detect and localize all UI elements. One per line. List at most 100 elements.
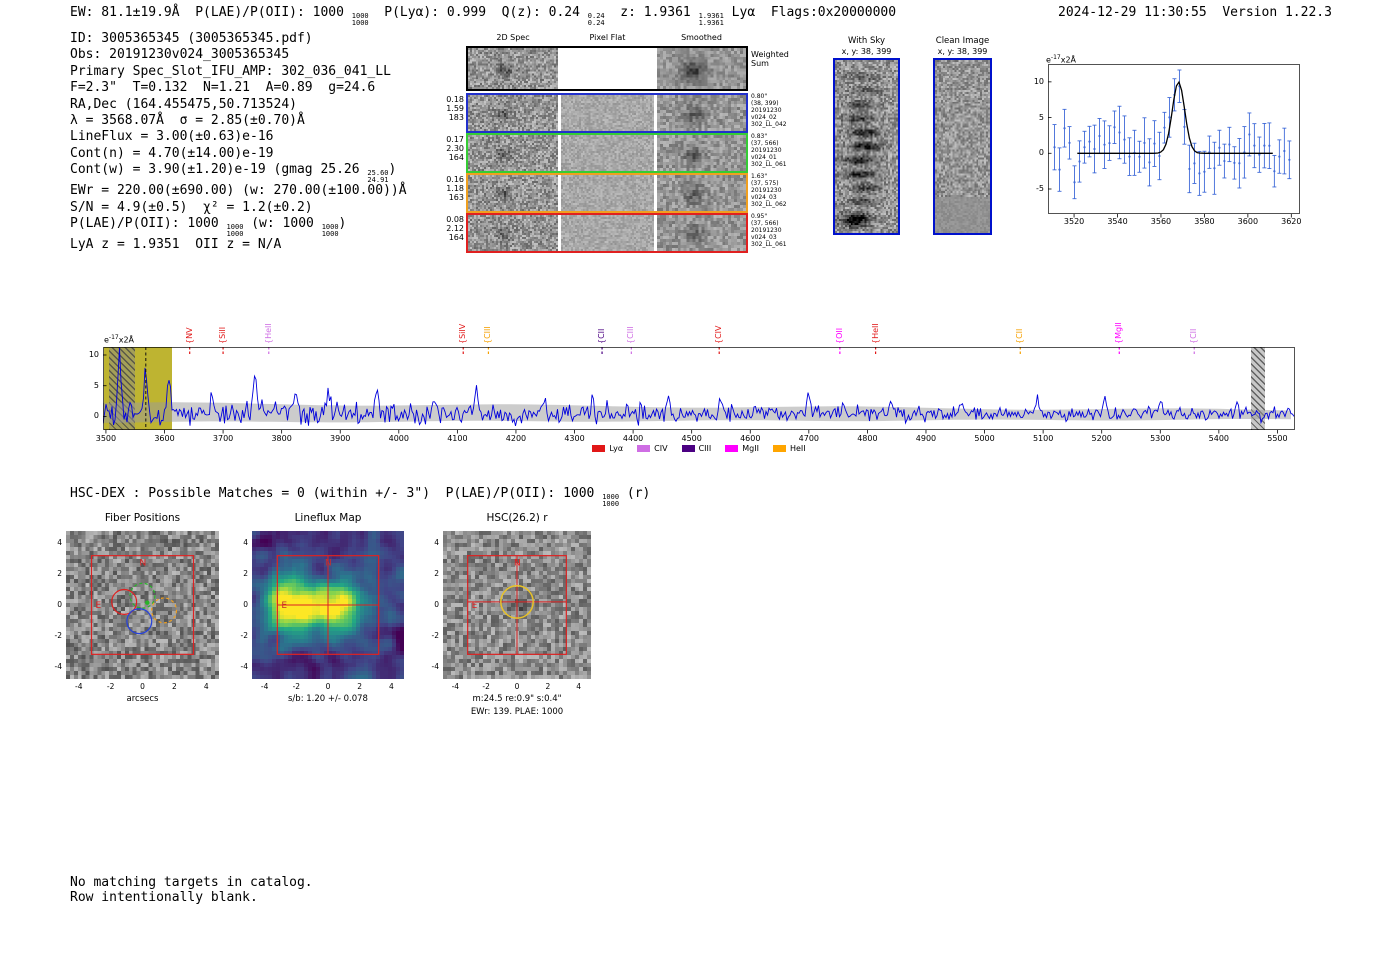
footer-note-1: No matching targets in catalog. <box>70 875 313 890</box>
info-line: Cont(n) = 4.70(±14.00)e-19 <box>70 146 407 162</box>
fiber-2dspec-image <box>468 135 558 171</box>
x-tick-label: -2 <box>482 682 490 691</box>
fiber-row-weights: 0.17 2.30 164 <box>438 135 464 162</box>
hsc-title: HSC(26.2) r <box>486 512 548 524</box>
weight-value: 163 <box>448 193 464 202</box>
hsc-caption-2: EWr: 139. PLAE: 1000 <box>470 707 564 717</box>
text-segment: λ = 3568.07Å σ = 2.85(±0.70)Å <box>70 113 305 129</box>
x-tick-label: -4 <box>75 682 83 691</box>
with-sky-coords: x, y: 38, 399 <box>841 47 892 56</box>
x-tick-label: 3900 <box>330 434 351 443</box>
x-tick-label: 4000 <box>388 434 409 443</box>
emission-line-label: {CII <box>1189 328 1199 344</box>
text-segment: HSC-DEX : Possible Matches = 0 (within +… <box>70 486 603 501</box>
y-tick-label: 0 <box>93 411 99 421</box>
weight-value: 1.18 <box>446 184 464 193</box>
text-segment: Primary Spec_Slot_IFU_AMP: 302_036_041_L… <box>70 63 391 79</box>
legend-label: HeII <box>789 444 806 453</box>
y-tick-label: 0 <box>1038 148 1044 158</box>
weighted-sum-label: Weighted Sum <box>751 50 789 68</box>
fiber-detail: 302_LL_062 <box>751 200 787 208</box>
x-tick-label: 3500 <box>95 434 117 443</box>
text-segment: P(LAE)/P(OII): 1000 <box>70 216 227 232</box>
info-line: S/N = 4.9(±0.5) χ² = 1.2(±0.2) <box>70 200 407 216</box>
stacked-fraction: 0.24 0.24 <box>588 13 605 26</box>
text-segment: Obs: 20191230v024_3005365345 <box>70 47 290 63</box>
legend-label: MgII <box>742 444 759 453</box>
y-tick-label: 5 <box>93 380 99 390</box>
fraction-bottom: 0.24 <box>587 18 605 27</box>
legend-item: CIII <box>681 444 711 453</box>
x-tick-label: 5000 <box>974 434 995 443</box>
info-line: F=2.3" T=0.132 N=1.21 A=0.89 g=24.6 <box>70 80 407 96</box>
text-segment: F=2.3" T=0.132 N=1.21 A=0.89 g=24.6 <box>70 80 376 96</box>
weight-value: 0.18 <box>446 95 464 104</box>
fiber-detail: (37, 566) <box>751 219 779 227</box>
x-tick-label: 5500 <box>1267 434 1288 443</box>
fiber-detail: v024_03 <box>751 193 777 201</box>
compass-east: E <box>472 601 478 611</box>
y-tick-label: 4 <box>434 538 439 548</box>
unit-exponent: -17 <box>1050 54 1061 61</box>
catalog-match-line: HSC-DEX : Possible Matches = 0 (within +… <box>70 486 650 507</box>
fiber-detail: 20191230 <box>751 186 782 194</box>
x-tick-label: 0 <box>140 682 145 691</box>
x-tick-label: 2 <box>545 682 551 691</box>
emission-line-label: {OII <box>834 327 844 344</box>
legend-swatch <box>772 445 786 452</box>
unit-rest: x2Å <box>1060 55 1077 65</box>
y-tick-label: -5 <box>1036 184 1044 193</box>
x-tick-label: 5100 <box>1032 434 1054 443</box>
text-segment: RA,Dec (164.455475,50.713524) <box>70 96 297 112</box>
x-tick-label: 3560 <box>1150 217 1172 226</box>
weight-value: 2.12 <box>446 224 464 233</box>
legend-item: MgII <box>725 444 759 453</box>
info-line: Obs: 20191230v024_3005365345 <box>70 47 407 63</box>
fiber-detail: 302_LL_061 <box>751 160 787 168</box>
fiber-detail: v024_01 <box>751 153 777 161</box>
fraction-top: 1000 <box>321 223 339 232</box>
weight-value: 1.59 <box>446 104 464 113</box>
y-tick-label: 5 <box>1038 112 1044 122</box>
spectrum-line <box>103 347 1295 426</box>
emission-line-label: {HeII <box>263 323 273 344</box>
fiber-positions-overlay: NE <box>90 555 195 655</box>
weight-value: 183 <box>448 113 464 122</box>
gaussian-fit-curve <box>1077 80 1273 154</box>
fraction-bottom: 1000 <box>602 499 620 508</box>
fiber-rows-container <box>466 93 748 253</box>
fraction-top: 1000 <box>226 223 244 232</box>
with-sky-title: With Sky <box>847 36 886 46</box>
info-line: ID: 3005365345 (3005365345.pdf) <box>70 31 407 47</box>
unit-base: e <box>104 335 109 345</box>
emission-line-label: {CIII <box>483 326 493 344</box>
x-tick-label: 4400 <box>622 434 644 443</box>
unit-rest: x2Å <box>118 335 135 345</box>
text-segment: LyA z = 1.9351 OII z = N/A <box>70 237 282 253</box>
emission-line-label: {CIII <box>626 326 636 344</box>
fiber-row-weights: 0.18 1.59 183 <box>438 95 464 122</box>
emission-line-label: {NV <box>184 327 194 344</box>
x-tick-label: -4 <box>451 682 460 691</box>
fiber-row-details: 0.80" (38, 399) 20191230 v024_02 302_LL_042 <box>751 93 811 129</box>
x-tick-label: 4300 <box>564 434 585 443</box>
emission-line-label: {MgII <box>1114 322 1124 344</box>
x-tick-label: 3600 <box>154 434 175 443</box>
weight-value: 0.16 <box>446 175 464 184</box>
clean-image-coords: x, y: 38, 399 <box>937 47 988 56</box>
spec2d-fiber-row <box>466 93 748 133</box>
y-tick-label: 0 <box>243 600 248 609</box>
x-tick-label: 2 <box>357 682 363 691</box>
weighted-2dspec-image <box>468 48 558 89</box>
y-tick-label: -2 <box>431 630 439 640</box>
stacked-fraction: 1.9361 1.9361 <box>699 13 724 26</box>
weight-value: 2.30 <box>446 144 464 153</box>
fiber-smoothed-image <box>657 175 746 211</box>
legend-item: Lyα <box>592 444 623 453</box>
x-tick-label: 4 <box>388 682 394 691</box>
legend-label: Lyα <box>609 444 624 453</box>
text-segment: ) <box>388 162 397 178</box>
x-tick-label: -2 <box>292 682 301 691</box>
legend-item: CIV <box>637 444 668 453</box>
